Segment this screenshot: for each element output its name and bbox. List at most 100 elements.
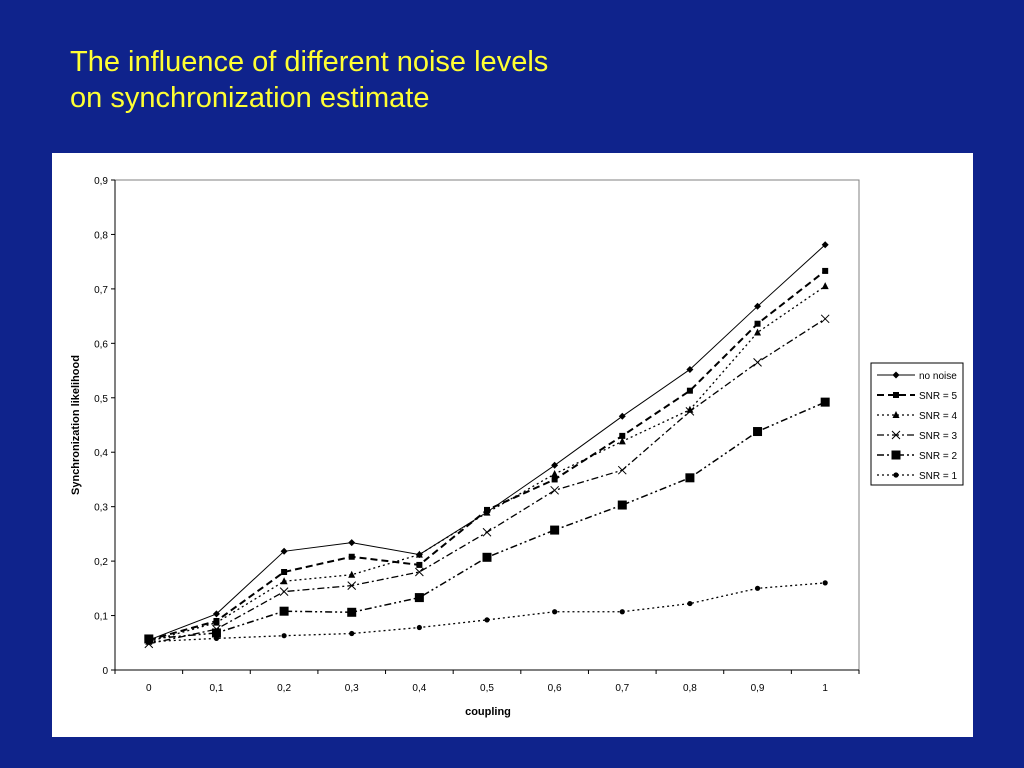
data-point bbox=[144, 634, 154, 644]
legend-label: SNR = 3 bbox=[919, 431, 958, 442]
series-line bbox=[148, 270, 826, 642]
slide-title-line2: on synchronization estimate bbox=[70, 82, 430, 114]
data-point bbox=[754, 302, 762, 310]
data-point bbox=[685, 407, 695, 416]
legend-box bbox=[870, 362, 964, 486]
data-point bbox=[482, 527, 492, 537]
chart-panel: 0 0,1 0,2 0,3 0,4 0,5 0,6 0,7 0,8 0,9 0 0,1 0,2 0,3 0,… bbox=[52, 153, 973, 737]
series-3 bbox=[145, 282, 829, 645]
x-tick-label: 0,6 bbox=[548, 683, 562, 694]
x-tick-label: 0,1 bbox=[210, 683, 224, 694]
data-point bbox=[482, 552, 492, 562]
legend-swatch-marker bbox=[893, 392, 899, 398]
data-point bbox=[280, 577, 288, 585]
x-axis-title: coupling bbox=[465, 706, 511, 718]
data-point bbox=[416, 561, 423, 568]
axes: 0 0,1 0,2 0,3 0,4 0,5 0,6 0,7 0,8 0,9 0 0,1 0,2 0,3 0,… bbox=[94, 176, 860, 694]
x-tick-label: 0,2 bbox=[277, 683, 291, 694]
data-point bbox=[687, 600, 693, 607]
series-6 bbox=[146, 580, 828, 645]
data-point bbox=[820, 397, 830, 407]
data-point bbox=[619, 432, 626, 439]
data-point bbox=[820, 314, 830, 324]
data-point bbox=[347, 607, 357, 617]
data-point bbox=[279, 587, 289, 596]
x-tick-label: 0,3 bbox=[345, 683, 359, 694]
legend-label: SNR = 4 bbox=[919, 411, 958, 422]
y-tick-label: 0,4 bbox=[94, 448, 108, 459]
data-point bbox=[551, 470, 559, 477]
legend-item: SNR = 1 bbox=[877, 471, 958, 482]
x-tick-label: 0,4 bbox=[412, 683, 426, 694]
series-line bbox=[148, 244, 826, 641]
data-point bbox=[552, 609, 558, 615]
legend-swatch-marker bbox=[891, 430, 901, 440]
legend-item: no noise bbox=[877, 371, 957, 382]
data-point bbox=[280, 547, 288, 555]
series-line bbox=[148, 285, 826, 643]
legend-item: SNR = 2 bbox=[877, 450, 958, 462]
legend-label: no noise bbox=[919, 371, 957, 382]
legend-label: SNR = 5 bbox=[919, 391, 958, 402]
slide-title-line1: The influence of different noise levels bbox=[70, 46, 549, 78]
data-point bbox=[281, 633, 287, 639]
data-point bbox=[617, 500, 627, 510]
legend-swatch-marker bbox=[893, 472, 899, 478]
data-point bbox=[753, 358, 762, 367]
series-1 bbox=[145, 241, 829, 644]
data-point bbox=[484, 617, 490, 623]
data-point bbox=[415, 567, 424, 577]
data-point bbox=[483, 508, 491, 516]
legend-swatch-marker bbox=[891, 450, 901, 460]
legend-label: SNR = 2 bbox=[919, 451, 958, 462]
legend: no noise SNR = 5 SNR = 4 SNR = 3 SNR = 2 SNR … bbox=[870, 362, 964, 486]
plot-area-border bbox=[114, 179, 860, 671]
data-point bbox=[754, 585, 761, 591]
data-point bbox=[619, 609, 625, 615]
data-point bbox=[348, 570, 356, 578]
series-5 bbox=[144, 397, 830, 644]
data-point bbox=[347, 581, 357, 590]
data-point bbox=[551, 461, 559, 469]
data-point bbox=[821, 241, 829, 249]
legend-item: SNR = 4 bbox=[877, 411, 958, 422]
legend-item: SNR = 3 bbox=[877, 430, 958, 442]
y-tick-label: 0,6 bbox=[94, 339, 108, 350]
y-tick-label: 0 bbox=[102, 666, 108, 677]
data-point bbox=[211, 628, 221, 638]
data-point bbox=[754, 320, 761, 327]
y-tick-label: 0,2 bbox=[94, 557, 108, 568]
y-tick-label: 0,1 bbox=[94, 612, 108, 623]
data-point bbox=[415, 550, 423, 558]
series-4 bbox=[144, 314, 830, 649]
data-point bbox=[686, 365, 694, 373]
data-point bbox=[279, 606, 289, 616]
data-point bbox=[281, 569, 288, 575]
data-point bbox=[618, 437, 626, 445]
series-line bbox=[148, 318, 826, 645]
data-point bbox=[753, 427, 763, 437]
x-tick-label: 0,5 bbox=[480, 683, 494, 694]
data-point bbox=[618, 412, 626, 420]
y-tick-label: 0,3 bbox=[94, 503, 108, 514]
series-line bbox=[148, 582, 826, 643]
data-point bbox=[212, 618, 220, 626]
data-point bbox=[551, 476, 558, 483]
data-point bbox=[822, 267, 829, 274]
data-point bbox=[349, 630, 355, 637]
y-tick-label: 0,5 bbox=[94, 394, 108, 405]
data-point bbox=[686, 387, 693, 394]
data-point bbox=[617, 465, 627, 475]
data-point bbox=[348, 553, 355, 560]
data-point bbox=[822, 580, 828, 586]
data-point bbox=[348, 539, 356, 547]
line-chart: 0 0,1 0,2 0,3 0,4 0,5 0,6 0,7 0,8 0,9 0 0,1 0,2 0,3 0,… bbox=[70, 176, 964, 718]
legend-label: SNR = 1 bbox=[919, 471, 958, 482]
y-tick-label: 0,9 bbox=[94, 176, 108, 187]
x-tick-label: 0,9 bbox=[751, 683, 765, 694]
series-layer bbox=[144, 241, 830, 649]
data-point bbox=[414, 593, 424, 603]
y-tick-label: 0,7 bbox=[94, 285, 108, 296]
data-point bbox=[212, 610, 220, 618]
slide-title: The influence of different noise levels … bbox=[70, 44, 548, 116]
